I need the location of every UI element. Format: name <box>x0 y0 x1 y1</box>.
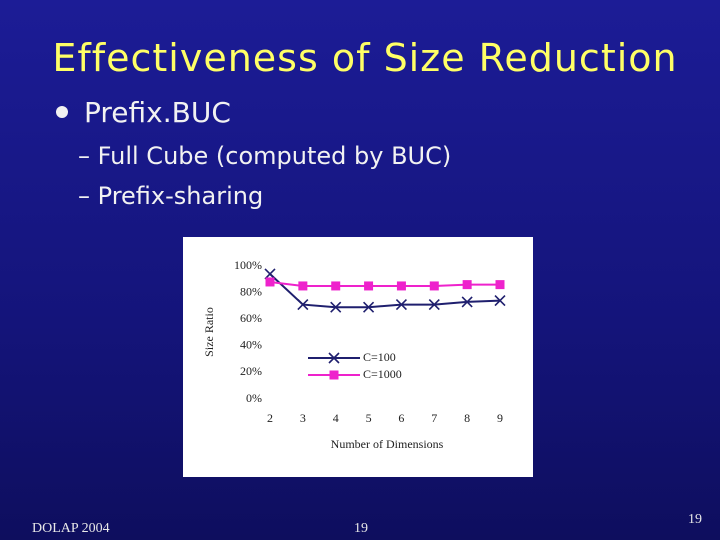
bullet: Prefix.BUC <box>56 96 231 129</box>
series-line <box>269 273 501 309</box>
bullet-dot <box>56 106 68 118</box>
bullet-text: Prefix.BUC <box>84 96 231 129</box>
point-marker <box>265 277 275 287</box>
point-marker <box>428 299 440 311</box>
point-marker <box>461 296 473 308</box>
series-line <box>269 280 500 287</box>
point-marker <box>396 281 406 291</box>
legend-marker <box>329 370 339 380</box>
point-marker <box>330 301 342 313</box>
y-tick-label: 40% <box>240 338 262 352</box>
chart-box: Size Ratio Number of Dimensions 0% 20% 40%… <box>183 237 533 477</box>
point-marker <box>297 299 309 311</box>
sub-bullet: – Full Cube (computed by BUC) <box>78 142 452 170</box>
x-tick-label: 5 <box>366 411 372 425</box>
point-marker <box>364 281 374 291</box>
x-tick-label: 4 <box>333 411 339 425</box>
sub-bullet: – Prefix-sharing <box>78 182 264 210</box>
point-marker <box>395 299 407 311</box>
y-tick-label: 80% <box>240 284 262 298</box>
point-marker <box>495 280 505 290</box>
x-tick-label: 3 <box>300 411 306 425</box>
point-marker <box>363 301 375 313</box>
y-tick-label: 0% <box>246 391 262 405</box>
x-tick-label: 2 <box>267 411 273 425</box>
y-axis-label: Size Ratio <box>202 307 216 357</box>
legend-label: C=100 <box>363 350 396 364</box>
x-tick-label: 7 <box>431 411 437 425</box>
point-marker <box>462 280 472 290</box>
legend-marker <box>328 352 340 364</box>
page-number: 19 <box>688 512 702 527</box>
point-marker <box>331 281 341 291</box>
chart: Size Ratio Number of Dimensions 0% 20% 40%… <box>202 258 506 451</box>
point-marker <box>429 281 439 291</box>
x-axis-label: Number of Dimensions <box>331 437 444 451</box>
point-marker <box>264 268 276 280</box>
sub-bullet-text: Prefix-sharing <box>97 182 264 210</box>
footer-left: DOLAP 2004 <box>32 521 110 536</box>
legend-label: C=1000 <box>363 367 402 381</box>
sub-bullet-text: Full Cube (computed by BUC) <box>97 142 452 170</box>
y-tick-label: 20% <box>240 364 262 378</box>
x-tick-label: 9 <box>497 411 503 425</box>
x-tick-label: 8 <box>464 411 470 425</box>
x-tick-label: 6 <box>398 411 404 425</box>
point-marker <box>298 281 308 291</box>
y-tick-label: 60% <box>240 311 262 325</box>
footer-center: 19 <box>354 521 368 536</box>
point-marker <box>494 295 506 307</box>
y-tick-label: 100% <box>234 258 262 272</box>
slide-title: Effectiveness of Size Reduction <box>52 36 678 80</box>
